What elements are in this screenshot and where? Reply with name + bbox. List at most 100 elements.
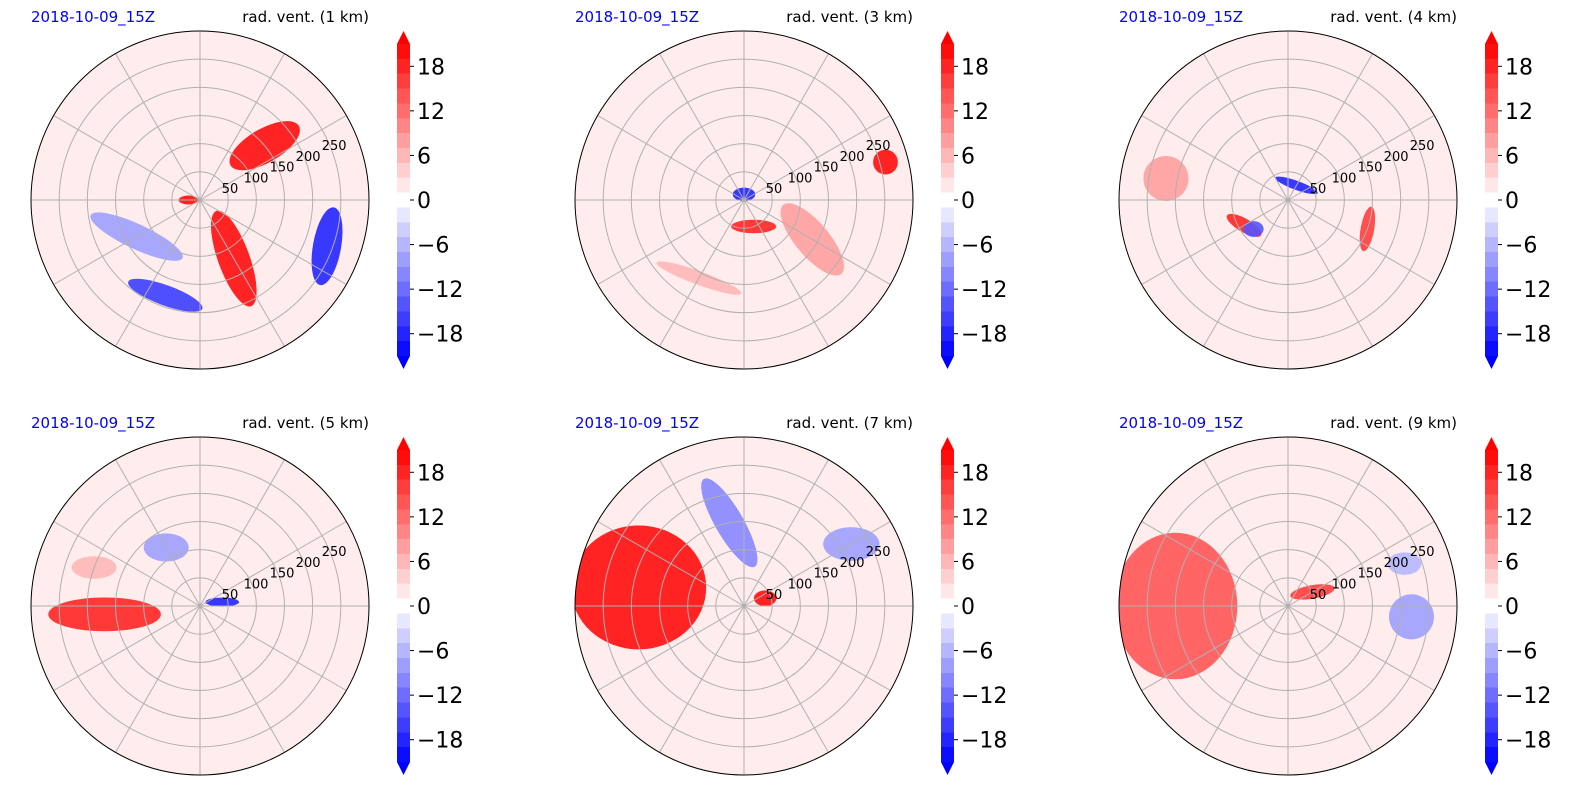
colorbar-tick-label: 0 xyxy=(961,189,975,214)
grid-spoke xyxy=(1203,199,1289,347)
colorbar-tick-label: −6 xyxy=(1505,234,1537,259)
colorbar-tick-label: 0 xyxy=(417,189,431,214)
grid-spoke xyxy=(659,53,745,201)
polar-frame xyxy=(574,436,914,776)
colorbar-tick-label: 12 xyxy=(1505,506,1533,531)
grid-spoke xyxy=(199,199,347,285)
grid-spoke xyxy=(115,605,201,753)
colorbar-tick-label: −6 xyxy=(961,234,993,259)
velocity-region-3 xyxy=(1388,594,1434,640)
radial-tick-label: 200 xyxy=(1384,150,1409,165)
radial-tick-label: 200 xyxy=(1384,556,1409,571)
velocity-region-3 xyxy=(873,149,898,175)
colorbar: 18 12 6 0 −6 −12 −18 xyxy=(1485,437,1551,775)
velocity-region-3 xyxy=(205,597,240,607)
polar-frame xyxy=(574,30,914,370)
colorbar-body xyxy=(397,450,410,762)
grid-spoke xyxy=(1203,459,1289,607)
polar-frame xyxy=(1118,436,1458,776)
date-label: 2018-10-09_15Z xyxy=(31,8,155,27)
colorbar-body xyxy=(941,44,954,356)
colorbar-extend-max xyxy=(397,437,410,450)
colorbar-tick-label: 6 xyxy=(417,144,431,169)
radial-tick-label: 200 xyxy=(840,556,865,571)
grid-spoke xyxy=(1287,199,1373,347)
velocity-region-6 xyxy=(128,278,203,312)
grid-spoke xyxy=(597,115,745,201)
velocity-region-3 xyxy=(753,590,777,607)
colorbar: 18 12 6 0 −6 −12 −18 xyxy=(941,31,1007,369)
velocity-region-2 xyxy=(1143,155,1189,202)
colorbar-tick-label: −6 xyxy=(417,640,449,665)
polar-frame xyxy=(30,436,370,776)
colorbar-tick-label: 6 xyxy=(417,550,431,575)
colorbar-tick-label: 0 xyxy=(417,595,431,620)
grid-spoke xyxy=(115,199,201,347)
grid-spoke xyxy=(115,459,201,607)
velocity-region-4 xyxy=(1387,552,1422,575)
date-label: 2018-10-09_15Z xyxy=(1119,8,1243,27)
panel-title: rad. vent. (4 km) xyxy=(1330,8,1457,26)
panel-title: rad. vent. (7 km) xyxy=(786,414,913,432)
colorbar-body xyxy=(941,450,954,762)
colorbar-tick-label: −6 xyxy=(1505,640,1537,665)
grid-spoke xyxy=(597,521,745,607)
colorbar-tick-label: −6 xyxy=(417,234,449,259)
radial-tick-label: 50 xyxy=(1310,588,1327,603)
colorbar-extend-max xyxy=(1485,31,1498,44)
colorbar: 18 12 6 0 −6 −12 −18 xyxy=(941,437,1007,775)
panel-title: rad. vent. (9 km) xyxy=(1330,414,1457,432)
radial-tick-label: 50 xyxy=(222,182,239,197)
grid-spoke xyxy=(199,53,285,201)
colorbar-tick-label: 18 xyxy=(417,55,445,80)
grid-spoke xyxy=(199,459,285,607)
colorbar-extend-min xyxy=(397,356,410,369)
colorbar-tick-label: −12 xyxy=(961,278,1007,303)
colorbar-tick-label: 12 xyxy=(961,100,989,125)
grid-spoke xyxy=(597,605,745,691)
radial-tick-label: 200 xyxy=(840,150,865,165)
colorbar-tick-label: 0 xyxy=(961,595,975,620)
radial-tick-label: 200 xyxy=(296,556,321,571)
grid-spoke xyxy=(659,605,745,753)
colorbar-tick-label: −18 xyxy=(1505,729,1551,754)
colorbar-tick-label: 18 xyxy=(1505,461,1533,486)
radial-tick-label: 250 xyxy=(1410,545,1435,560)
colorbar-tick-label: −18 xyxy=(417,323,463,348)
colorbar-extend-min xyxy=(397,762,410,775)
colorbar-tick-label: −18 xyxy=(961,729,1007,754)
grid-spoke xyxy=(1287,521,1435,607)
velocity-region-4 xyxy=(311,207,343,286)
colorbar-tick-label: −6 xyxy=(961,640,993,665)
radial-tick-label: 50 xyxy=(766,182,783,197)
grid-spoke xyxy=(1287,605,1435,691)
grid-spoke xyxy=(743,605,829,753)
grid-spoke xyxy=(1287,459,1373,607)
colorbar-tick-label: 12 xyxy=(1505,100,1533,125)
colorbar-tick-label: 6 xyxy=(1505,144,1519,169)
radial-tick-label: 250 xyxy=(322,545,347,560)
grid-spoke xyxy=(53,115,201,201)
radial-tick-label: 150 xyxy=(270,161,295,176)
colorbar-extend-max xyxy=(1485,437,1498,450)
grid-spoke xyxy=(743,115,891,201)
colorbar-body xyxy=(1485,44,1498,356)
radial-tick-label: 50 xyxy=(222,588,239,603)
radial-tick-label: 100 xyxy=(788,171,813,186)
colorbar-tick-label: 18 xyxy=(961,461,989,486)
grid-spoke xyxy=(1287,115,1435,201)
radial-tick-label: 150 xyxy=(1358,161,1383,176)
grid-spoke xyxy=(199,521,347,607)
colorbar-tick-label: 6 xyxy=(961,550,975,575)
grid-spoke xyxy=(659,459,745,607)
colorbar-extend-min xyxy=(1485,762,1498,775)
polar-frame xyxy=(30,30,370,370)
colorbar-tick-label: −18 xyxy=(1505,323,1551,348)
polar-frame xyxy=(1118,30,1458,370)
radial-tick-label: 50 xyxy=(766,588,783,603)
radial-tick-label: 50 xyxy=(1310,182,1327,197)
